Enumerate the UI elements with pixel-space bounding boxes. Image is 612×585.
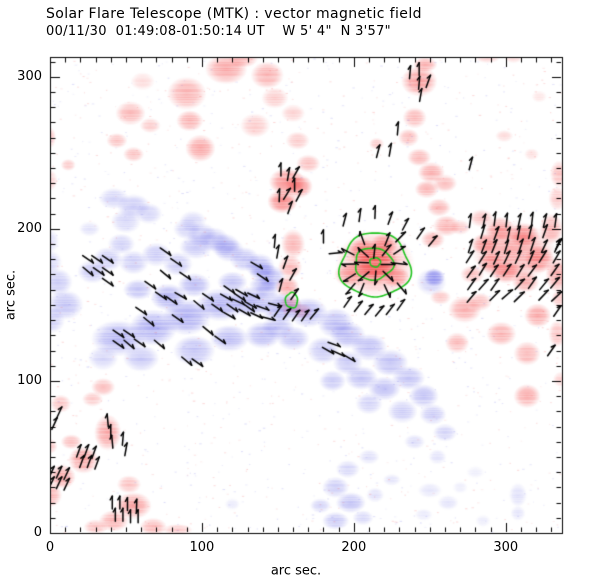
y-tick-label: 200	[17, 220, 42, 236]
x-tick-label: 100	[189, 540, 215, 555]
y-tick-label: 0	[33, 525, 42, 540]
y-tick-label: 100	[17, 372, 42, 388]
figure-title: Solar Flare Telescope (MTK) : vector mag…	[46, 6, 422, 22]
figure-subtitle: 00/11/30 01:49:08-01:50:14 UT W 5' 4" N …	[46, 24, 391, 39]
y-tick-label: 300	[17, 68, 42, 84]
x-tick-label: 0	[45, 540, 55, 555]
x-tick-label: 300	[493, 540, 519, 555]
x-tick-label: 200	[341, 540, 367, 555]
y-axis-label: arc sec.	[3, 269, 19, 321]
x-axis-label: arc sec.	[270, 563, 322, 579]
